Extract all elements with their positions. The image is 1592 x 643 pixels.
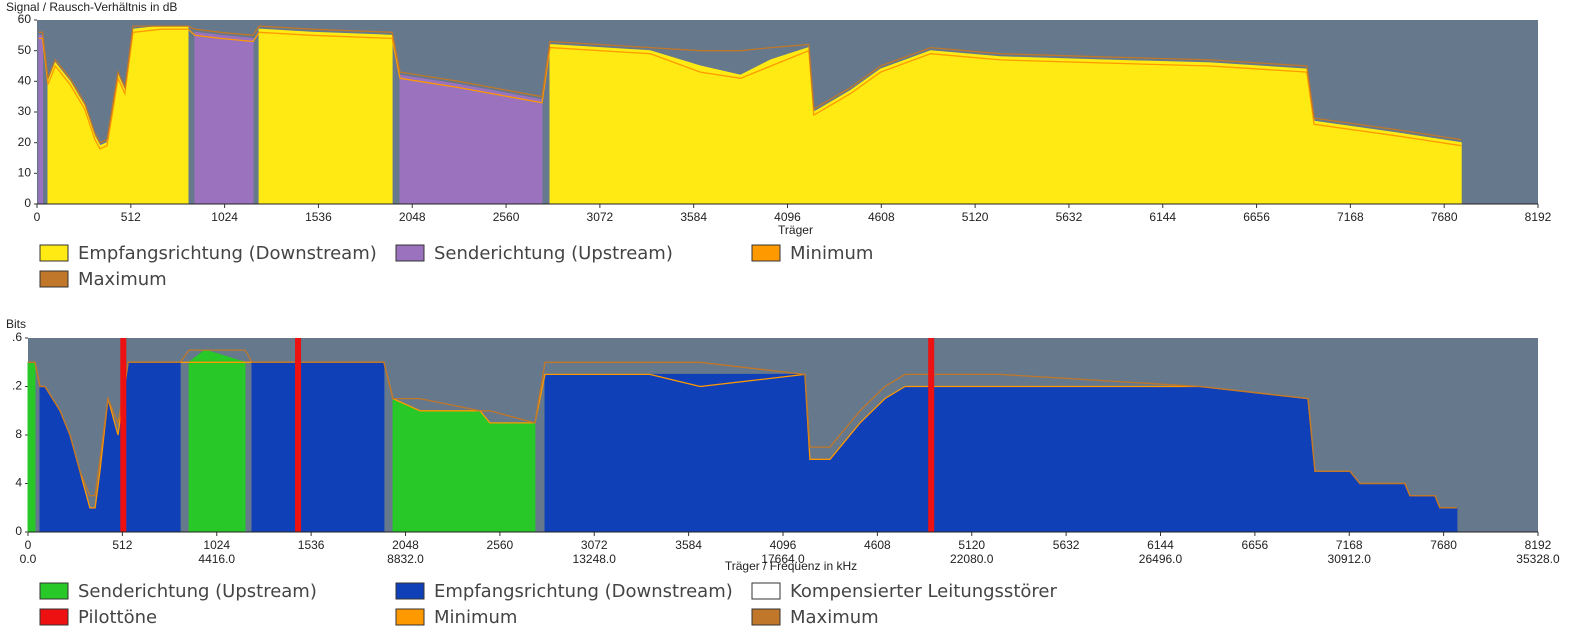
x-tick-label: 0 [25,538,32,552]
legend-label: Minimum [790,243,873,264]
legend-swatch [39,270,69,288]
x-axis-label: Träger / Frequenz in kHz [725,559,857,573]
x-tick-label: 0 [34,210,41,224]
x-tick-label: 5120 [958,538,985,552]
x2-tick-label: 0.0 [20,552,37,566]
x-tick-label: 3584 [680,210,707,224]
x-tick-label: 2048 [399,210,426,224]
legend-label: Empfangsrichtung (Downstream) [78,243,377,264]
area [27,361,36,533]
chart-title: Bits [6,317,26,331]
x-tick-label: 2560 [487,538,514,552]
x-tick-label: 1536 [305,210,332,224]
line [38,25,1462,144]
x-tick-label: 3584 [675,538,702,552]
y-tick-label: 30 [18,104,32,118]
x-tick-label: 6656 [1243,210,1270,224]
x2-tick-label: 8832.0 [387,552,424,566]
x-tick-label: 7680 [1430,538,1457,552]
x-tick-label: 2560 [493,210,520,224]
line [38,28,1462,150]
x-tick-label: 7168 [1337,210,1364,224]
legend-swatch [39,582,69,600]
x-tick-label: 5632 [1056,210,1083,224]
legend-swatch [395,582,425,600]
x-tick-label: 1024 [211,210,238,224]
y-tick-label: 60 [18,12,32,26]
chart-title: Signal / Rausch-Verhältnis in dB [6,0,177,14]
x2-tick-label: 26496.0 [1139,552,1183,566]
legend-swatch [751,608,781,626]
y-tick-label: 8 [15,427,22,441]
x-tick-label: 7168 [1336,538,1363,552]
x2-tick-label: 17664.0 [761,552,805,566]
x2-tick-label: 13248.0 [573,552,617,566]
legend-label: Minimum [434,607,517,628]
x-tick-label: 5632 [1053,538,1080,552]
x-tick-label: 6144 [1147,538,1174,552]
legend-swatch [39,244,69,262]
x-tick-label: 4096 [774,210,801,224]
x-tick-label: 4608 [868,210,895,224]
y-tick-label: 10 [18,166,32,180]
x-tick-label: 7680 [1431,210,1458,224]
x-tick-label: 3072 [581,538,608,552]
y-tick-label: 0 [24,196,31,210]
pilot-tone [928,338,935,532]
legend-swatch [395,608,425,626]
legend-label: Pilottöne [78,607,157,628]
legend-swatch [751,582,781,600]
y-tick-label: 0 [15,524,22,538]
x-tick-label: 3072 [587,210,614,224]
legend-label: Empfangsrichtung (Downstream) [434,581,733,602]
x2-tick-label: 35328.0 [1516,552,1560,566]
x2-tick-label: 22080.0 [950,552,994,566]
x-tick-label: 1536 [298,538,325,552]
y-tick-label: 40 [18,74,32,88]
x-tick-label: 8192 [1525,210,1552,224]
line [28,349,1457,509]
legend-label: Maximum [790,607,879,628]
x-tick-label: 512 [112,538,132,552]
legend-swatch [751,244,781,262]
x-tick-label: 6144 [1149,210,1176,224]
legend-label: Kompensierter Leitungsstörer [790,581,1057,602]
area [549,43,1462,205]
pilot-tone [295,338,302,532]
x2-tick-label: 30912.0 [1328,552,1372,566]
area [38,34,43,205]
legend-swatch [39,608,69,626]
legend-swatch [395,244,425,262]
area [251,361,385,533]
x-tick-label: 1024 [203,538,230,552]
y-tick-label: 4 [15,476,22,490]
area [188,349,246,533]
legend-label: Senderichtung (Upstream) [434,243,673,264]
x-tick-label: 6656 [1242,538,1269,552]
legend-label: Senderichtung (Upstream) [78,581,317,602]
x-tick-label: 4096 [770,538,797,552]
x-axis-label: Träger [778,223,813,237]
x-tick-label: 2048 [392,538,419,552]
y-tick-label: .2 [12,379,22,393]
pilot-tone [120,338,127,532]
x-tick-label: 5120 [962,210,989,224]
y-tick-label: 50 [18,43,32,57]
x-tick-label: 4608 [864,538,891,552]
legend-label: Maximum [78,269,167,290]
x-tick-label: 512 [121,210,141,224]
x2-tick-label: 4416.0 [198,552,235,566]
y-tick-label: .6 [12,330,22,344]
x-tick-label: 8192 [1525,538,1552,552]
area [258,28,393,205]
area [194,31,254,205]
y-tick-label: 20 [18,135,32,149]
